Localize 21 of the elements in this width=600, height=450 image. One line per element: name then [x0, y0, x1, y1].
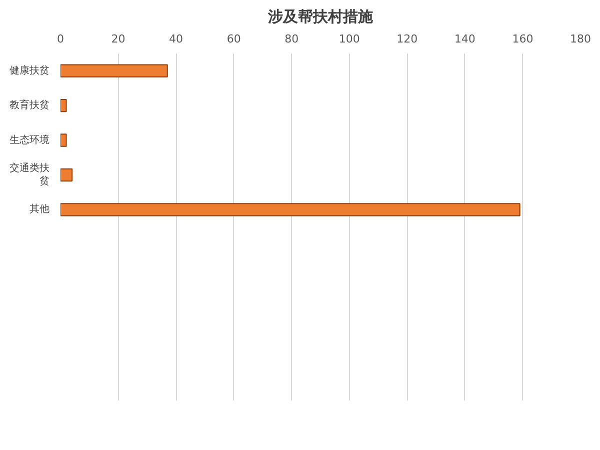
x-tick-label: 180 [570, 32, 591, 46]
y-tick-label: 健康扶贫 [10, 64, 50, 76]
x-tick-label: 160 [512, 32, 534, 46]
bar [60, 64, 168, 78]
x-tick-label: 120 [396, 32, 418, 46]
x-tick-label: 100 [338, 32, 360, 46]
y-tick-label: 生态环境 [10, 134, 50, 146]
x-tick-label: 0 [57, 32, 64, 46]
bar [60, 98, 67, 112]
y-tick-label: 交通类扶贫 [10, 162, 50, 188]
bar [60, 168, 73, 182]
bar [60, 203, 520, 216]
x-tick-label: 140 [454, 32, 476, 46]
bar [60, 134, 67, 147]
chart-title: 涉及帮扶村措施 [267, 8, 374, 26]
y-tick-label: 教育扶贫 [10, 99, 50, 112]
y-tick-label: 其他 [30, 203, 50, 216]
x-tick-label: 20 [111, 32, 126, 46]
x-tick-label: 80 [284, 32, 299, 46]
x-tick-label: 60 [226, 32, 241, 46]
x-tick-label: 40 [169, 32, 184, 46]
